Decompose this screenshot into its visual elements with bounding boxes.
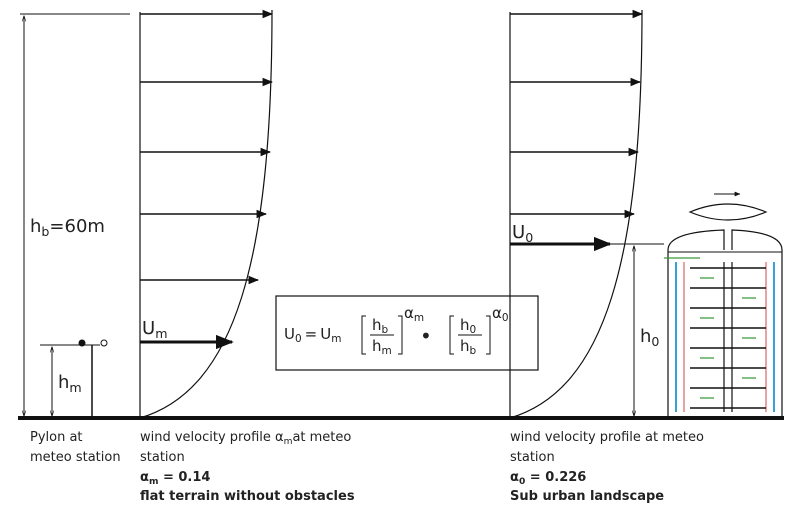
formula-dot: • (420, 324, 432, 348)
t: m (331, 333, 341, 345)
formula-f1-den: hm (372, 337, 392, 357)
caption: meteo station (30, 450, 121, 465)
formula: U0 = Um hb hm αm • h0 hb α0 (284, 304, 509, 357)
formula-f1-exp: αm (404, 304, 424, 324)
t: U (512, 222, 525, 243)
t: 0 (519, 477, 525, 487)
t: at meteo (292, 430, 351, 445)
caption: station (510, 450, 555, 465)
t: b (382, 324, 389, 336)
t: = (305, 325, 318, 343)
formula-f2-num: h0 (460, 316, 476, 336)
t: wind velocity profile α (140, 430, 284, 445)
t: m (155, 326, 167, 341)
t: h (460, 316, 470, 334)
t: 0 (295, 333, 302, 345)
t: 0 (651, 334, 659, 349)
duct (675, 262, 775, 412)
t: h (640, 326, 651, 347)
drawing (18, 9, 784, 420)
caption: αm = 0.14 (140, 470, 210, 487)
label-hm: hm (58, 372, 82, 395)
caption: flat terrain without obstacles (140, 489, 355, 504)
t: =60m (49, 216, 105, 237)
label-h0: h0 (640, 326, 659, 349)
t: 0 (470, 324, 477, 336)
t: m (284, 437, 293, 447)
label-u0: U0 (512, 222, 533, 245)
caption: station (140, 450, 185, 465)
caption: Sub urban landscape (510, 489, 664, 504)
label-um: Um (142, 318, 167, 341)
t: h (30, 216, 41, 237)
duct (683, 262, 767, 412)
building (664, 191, 783, 418)
t: m (382, 345, 392, 357)
t: 0 (525, 230, 533, 245)
formula-f1-num: hb (372, 316, 389, 336)
formula-f2-den: hb (460, 337, 477, 357)
t: α (492, 304, 502, 322)
t: = 0.14 (158, 470, 210, 485)
airflow (664, 257, 756, 399)
t: h (372, 337, 382, 355)
profile-curve (509, 9, 643, 419)
formula-f2-exp: α0 (492, 304, 509, 324)
t: 0 (502, 312, 509, 324)
t: m (69, 380, 81, 395)
t: m (149, 477, 158, 487)
caption: wind velocity profile at meteo (510, 430, 704, 445)
t: U (284, 325, 295, 343)
t: α (140, 470, 149, 485)
formula-box (275, 295, 539, 371)
t: h (372, 316, 382, 334)
t: U (320, 325, 331, 343)
brackets (361, 315, 491, 355)
anemometer (100, 339, 108, 347)
lens (688, 203, 768, 221)
t: α (404, 304, 414, 322)
t: α (510, 470, 519, 485)
t: h (460, 337, 470, 355)
roof (667, 229, 783, 418)
t: m (414, 312, 424, 324)
t: b (41, 224, 49, 239)
floors (690, 267, 766, 409)
pylon-dot (78, 339, 86, 347)
profile-curve (139, 9, 273, 419)
formula-lhs: U0 = Um (284, 325, 341, 345)
caption: α0 = 0.226 (510, 470, 586, 487)
arrows (140, 9, 274, 350)
t: U (142, 318, 155, 339)
t: b (470, 345, 477, 357)
captions: Pylon at meteo station wind velocity pro… (30, 430, 704, 504)
labels: hb=60m hm Um U0 h0 (30, 216, 659, 395)
t: = 0.226 (525, 470, 586, 485)
arrows (510, 9, 644, 252)
caption: Pylon at (30, 430, 83, 445)
t: h (58, 372, 69, 393)
caption: wind velocity profile αmat meteo (140, 430, 351, 447)
core (723, 262, 733, 412)
label-hb: hb=60m (30, 216, 105, 239)
